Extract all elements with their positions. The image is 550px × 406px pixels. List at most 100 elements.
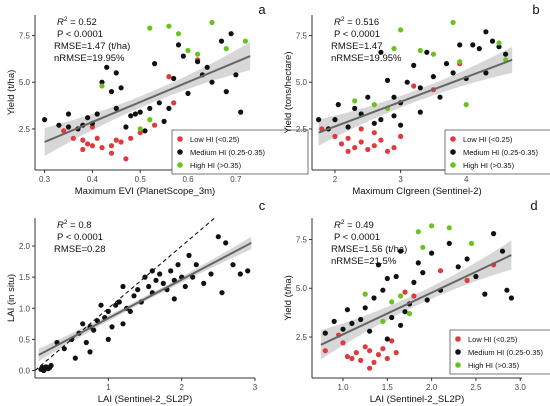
point-d-medium-21 [429,250,435,256]
point-a-low-13 [128,135,134,141]
point-d-high-2 [389,299,395,305]
point-a-medium-32 [223,89,229,95]
point-a-medium-29 [204,64,210,70]
point-b-low-13 [345,148,351,154]
rmse-c: RMSE=0.28 [54,244,106,255]
point-b-medium-20 [450,70,456,76]
point-d-medium-18 [415,260,421,266]
point-d-low-14 [393,350,399,356]
point-c-medium-42 [190,274,196,280]
point-d-medium-4 [349,320,355,326]
point-d-high-8 [446,225,452,231]
point-d-medium-10 [380,287,386,293]
point-d-medium-30 [504,287,510,293]
point-c-medium-6 [48,362,54,369]
point-c-medium-37 [171,277,177,283]
legend-b: Low HI (<0.25) Medium HI (0.25-0.35) High … [444,129,550,175]
point-a-medium-9 [104,64,110,70]
point-a-low-10 [123,156,129,162]
point-b-high-5 [430,51,436,57]
legend-marker-d-low [455,336,461,342]
point-d-medium-25 [464,256,470,262]
point-b-low-11 [398,133,404,139]
point-a-low-11 [80,146,86,153]
x-tick-label-a-2: 0.5 [135,175,147,184]
point-a-medium-7 [94,111,100,117]
p-value-b: P < 0.0001 [334,29,380,40]
point-a-medium-8 [99,79,105,85]
point-b-medium-31 [417,109,423,115]
point-d-medium-31 [508,295,514,301]
x-tick-label-b-0: 2 [333,175,338,184]
x-tick-label-d-0: 1.0 [337,383,349,392]
point-b-medium-5 [352,105,358,111]
point-a-low-12 [108,150,115,156]
point-b-medium-12 [398,122,404,128]
point-a-high-9 [242,38,248,44]
point-b-low-9 [384,148,391,154]
point-a-medium-0 [42,117,48,123]
r-squared-d: R2 = 0.49 [334,219,374,231]
r-squared-a: R2 = 0.52 [57,16,97,28]
point-b-medium-32 [391,94,397,100]
panel-b: 2 3 4 2.5 5.0 7.5 Maximum CIgreen (Sentinel-2)… [283,2,550,197]
point-c-medium-34 [160,280,166,286]
point-c-medium-16 [94,318,100,324]
legend-marker-a-low [177,136,183,142]
point-a-high-8 [223,46,229,52]
point-b-high-0 [352,98,358,104]
legend-box-b [444,129,550,175]
point-a-medium-10 [108,89,115,95]
point-b-low-7 [371,143,377,149]
x-tick-label-c-2: 3 [253,383,258,392]
point-b-medium-0 [316,117,322,123]
point-b-medium-27 [496,44,502,50]
point-a-medium-30 [209,79,215,85]
point-a-low-4 [89,143,95,149]
p-value-d: P < 0.0001 [334,232,380,243]
point-d-high-1 [380,318,386,324]
point-a-medium-14 [128,113,134,119]
point-a-high-3 [166,23,172,29]
legend-label-b-medium: Medium HI (0.25-0.35) [463,148,539,157]
point-b-medium-7 [365,94,371,100]
x-tick-label-b-1: 3 [398,175,403,184]
point-d-medium-1 [331,318,337,324]
point-a-low-0 [61,128,67,134]
point-d-low-18 [464,277,470,283]
x-tick-label-a-0: 0.3 [39,175,51,184]
point-a-medium-23 [171,75,177,82]
point-d-medium-19 [420,270,426,276]
point-b-low-16 [411,83,417,89]
fit-line-c [38,242,252,356]
legend-marker-b-low [450,136,456,142]
point-d-medium-26 [473,273,479,280]
point-c-medium-36 [168,268,174,274]
point-b-medium-24 [476,46,482,52]
y-tick-label-a-1: 5.0 [19,78,31,87]
point-c-medium-10 [72,355,78,361]
point-c-medium-21 [113,302,119,308]
point-d-medium-0 [322,330,328,336]
point-c-medium-26 [131,293,137,299]
legend-label-a-low: Low HI (<0.25) [190,135,240,144]
point-a-low-19 [89,124,95,130]
legend-marker-b-high [450,162,456,168]
point-c-medium-22 [116,299,122,305]
y-tick-label-a-0: 2.5 [19,125,31,134]
x-tick-label-a-4: 0.7 [230,175,242,184]
point-a-medium-37 [65,111,72,117]
point-c-medium-41 [186,252,192,258]
point-a-low-18 [171,100,177,106]
point-d-low-0 [322,348,328,354]
point-c-medium-53 [120,321,126,327]
point-b-medium-2 [332,117,338,123]
point-b-medium-26 [489,38,496,44]
r-squared-b: R2 = 0.516 [334,16,379,28]
point-b-medium-3 [335,102,341,108]
point-d-medium-15 [402,309,408,315]
panel-label-c: c [259,198,266,213]
point-a-low-1 [70,135,76,141]
panel-a: 0.3 0.4 0.5 0.6 0.7 2.5 5.0 7.5 Maximum EVI (Pla… [6,2,309,197]
r-squared-c: R2 = 0.8 [57,219,92,231]
